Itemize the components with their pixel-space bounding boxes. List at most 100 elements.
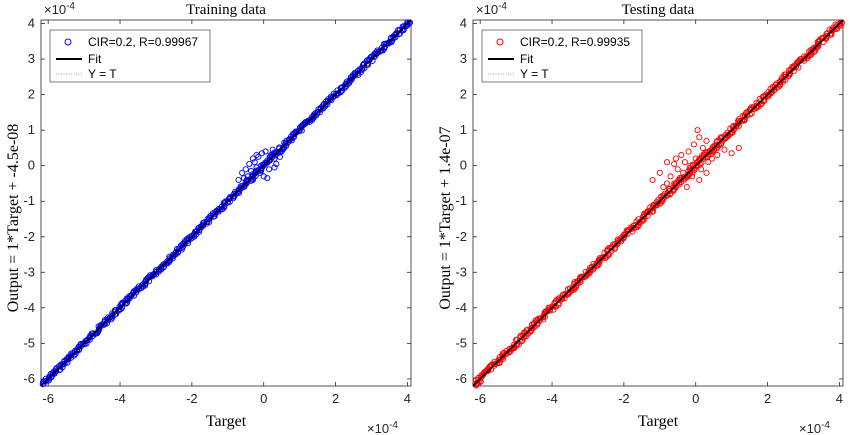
- y-tick-label: 1: [28, 122, 35, 137]
- data-point: [699, 144, 706, 151]
- data-point: [251, 159, 258, 166]
- y-axis-label: Output = 1*Target + -4.5e-08: [5, 124, 22, 313]
- y-tick-label: -4: [23, 300, 35, 315]
- x-tick-label: -2: [618, 391, 630, 406]
- data-point: [276, 153, 283, 160]
- x-tick-label: -4: [114, 391, 126, 406]
- y-tick-label: 4: [28, 16, 35, 31]
- data-point: [649, 176, 656, 183]
- data-point: [273, 160, 280, 167]
- legend: CIR=0.2, R=0.99935 Fit Y = T: [481, 29, 643, 83]
- data-point: [814, 41, 821, 48]
- data-point: [239, 169, 246, 176]
- data-point: [721, 146, 728, 153]
- y-axis-label: Output = 1*Target + 1.4e-07: [437, 126, 454, 309]
- legend-marker-data-icon: [64, 38, 72, 46]
- y-tick-label: -2: [23, 229, 35, 244]
- data-point: [242, 166, 249, 173]
- legend-box: [49, 29, 211, 83]
- x-tick-label: 4: [836, 391, 843, 406]
- y-tick-label: -1: [455, 193, 467, 208]
- legend: CIR=0.2, R=0.99967 Fit Y = T: [49, 29, 211, 83]
- data-point: [406, 19, 413, 26]
- x-tick-label: -6: [474, 391, 486, 406]
- legend-entry-data: CIR=0.2, R=0.99967: [88, 35, 198, 49]
- data-point: [672, 155, 680, 162]
- data-point: [678, 151, 685, 159]
- data-point: [660, 183, 667, 191]
- data-point: [262, 148, 269, 155]
- x-exponent-label: ×10-4: [799, 420, 830, 435]
- y-exponent-label: ×10-4: [476, 1, 507, 17]
- data-point: [728, 150, 735, 157]
- axes-box: [40, 19, 412, 387]
- data-point: [235, 176, 242, 183]
- panel-title: Training data: [186, 2, 266, 18]
- x-tick-label: 0: [260, 391, 267, 406]
- training-panel: Training data -6 -4 -2 0 2 4 -6 -5 -4 -3 -2 -1 0 1 2 3 4…: [5, 1, 413, 435]
- legend-entry-ideal: Y = T: [88, 67, 117, 81]
- y-exponent-label: ×10-4: [44, 1, 75, 17]
- legend-marker-data-icon: [496, 38, 504, 46]
- data-point: [674, 166, 681, 173]
- legend-entry-fit: Fit: [88, 52, 102, 66]
- data-point: [396, 27, 403, 34]
- data-point: [269, 146, 276, 153]
- data-point: [246, 160, 253, 167]
- data-point: [708, 155, 715, 162]
- data-point: [663, 180, 671, 187]
- data-point: [248, 167, 255, 175]
- y-tick-label: -3: [455, 264, 467, 279]
- data-point: [240, 175, 248, 182]
- data-point: [381, 44, 388, 51]
- y-tick-label: -1: [23, 193, 35, 208]
- y-tick-label: 4: [460, 16, 467, 31]
- data-point: [703, 137, 710, 144]
- x-axis-label: Target: [206, 413, 247, 430]
- y-tick-label: 1: [460, 122, 467, 137]
- data-point: [264, 159, 271, 166]
- data-point: [705, 159, 712, 166]
- data-point: [694, 127, 701, 134]
- x-tick-label: 2: [332, 391, 339, 406]
- data-point: [680, 169, 687, 176]
- data-point: [687, 162, 694, 169]
- x-tick-label: -6: [42, 391, 54, 406]
- y-tick-label: 2: [460, 87, 467, 102]
- data-point: [290, 134, 297, 141]
- plot-area: -6 -4 -2 0 2 4 -6 -5 -4 -3 -2 -1 0 1 2 3 4: [455, 16, 846, 406]
- x-tick-label: -4: [546, 391, 558, 406]
- data-point: [707, 148, 714, 155]
- axes-box: [472, 19, 844, 387]
- data-point: [823, 33, 830, 40]
- data-point: [681, 159, 688, 166]
- x-tick-label: 2: [764, 391, 771, 406]
- x-tick-label: 0: [692, 391, 699, 406]
- data-point: [698, 166, 705, 173]
- data-point: [253, 151, 260, 159]
- legend-box: [481, 29, 643, 83]
- y-tick-label: -3: [23, 264, 35, 279]
- data-point: [696, 176, 703, 183]
- data-point: [258, 150, 265, 157]
- y-tick-label: -6: [23, 371, 35, 386]
- data-point: [260, 173, 267, 180]
- testing-panel: Testing data -6 -4 -2 0 2 4-6-5-4-3-2-101234 …: [437, 1, 846, 435]
- plot-area: -6 -4 -2 0 2 4 -6 -5 -4 -3 -2 -1 0 1 2 3 4: [23, 16, 413, 406]
- data-point: [266, 166, 273, 173]
- data-point: [690, 141, 697, 148]
- data-point: [244, 173, 251, 180]
- y-tick-label: -5: [455, 335, 467, 350]
- data-point: [253, 164, 260, 171]
- y-tick-label: -2: [455, 229, 467, 244]
- fit-line: [40, 19, 412, 387]
- y-tick-label: -4: [455, 300, 467, 315]
- y-tick-label: 3: [28, 51, 35, 66]
- data-point: [692, 155, 699, 162]
- x-exponent-label: ×10-4: [367, 420, 398, 435]
- x-tick-label: -2: [186, 391, 198, 406]
- x-axis-label: Target: [638, 413, 679, 430]
- data-point: [249, 155, 256, 162]
- data-point: [671, 160, 678, 167]
